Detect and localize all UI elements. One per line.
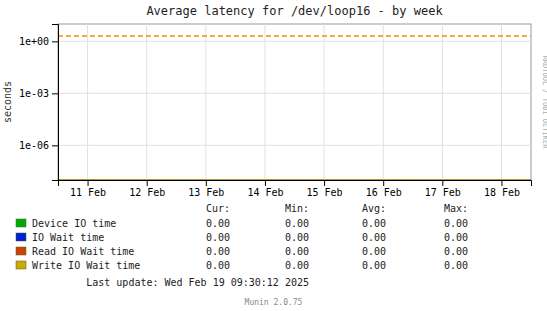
- legend-swatch: [16, 247, 26, 255]
- stat-value: 0.00: [444, 232, 468, 243]
- legend: Cur: Min: Avg: Max: Device IO time 0.00 0.00 0.…: [16, 203, 468, 271]
- grid-line-x: [501, 24, 502, 180]
- x-tick: 12 Feb: [129, 180, 165, 198]
- marks: [58, 36, 531, 180]
- grid-line-x: [324, 24, 325, 180]
- stat-header: Avg:: [362, 203, 386, 214]
- reference-line: [58, 35, 531, 37]
- legend-label: IO Wait time: [32, 232, 104, 243]
- stat-value: 0.00: [206, 246, 230, 257]
- grid-line-y: [58, 41, 531, 42]
- grid-line-y: [58, 145, 531, 146]
- x-tick: 11 Feb: [70, 180, 106, 198]
- x-tick-label: 13 Feb: [188, 187, 224, 198]
- grid-line-x: [205, 24, 206, 180]
- grid-line-x: [442, 24, 443, 180]
- legend-swatch: [16, 261, 26, 269]
- legend-label: Device IO time: [32, 218, 116, 229]
- stat-value: 0.00: [444, 218, 468, 229]
- x-axis-line: [59, 181, 532, 187]
- x-tick-label: 14 Feb: [247, 187, 283, 198]
- x-tick: 16 Feb: [366, 180, 402, 198]
- x-tick-label: 16 Feb: [366, 187, 402, 198]
- y-tick-mark: [52, 145, 58, 146]
- x-tick-mark: [442, 180, 443, 186]
- x-tick-label: 18 Feb: [484, 187, 520, 198]
- x-tick-label: 12 Feb: [129, 187, 165, 198]
- grid-line-y: [58, 93, 531, 94]
- legend-label: Write IO Wait time: [32, 260, 140, 271]
- x-tick-mark: [88, 180, 89, 186]
- stat-value: 0.00: [444, 246, 468, 257]
- stat-header: Cur:: [206, 203, 230, 214]
- stat-header: Max:: [444, 203, 468, 214]
- grid: [58, 24, 531, 180]
- x-tick-mark: [147, 180, 148, 186]
- stat-value: 0.00: [362, 218, 386, 229]
- x-tick-label: 17 Feb: [425, 187, 461, 198]
- stat-header: Min:: [285, 203, 309, 214]
- stat-value: 0.00: [362, 246, 386, 257]
- x-tick: 17 Feb: [425, 180, 461, 198]
- stat-value: 0.00: [285, 246, 309, 257]
- y-tick-label: 1e-03: [19, 88, 49, 99]
- stat-value: 0.00: [285, 260, 309, 271]
- y-tick: 1e+00: [19, 36, 58, 47]
- y-tick-label: 1e+00: [19, 36, 49, 47]
- y-tick-label: 1e-06: [19, 140, 49, 151]
- x-tick-mark: [265, 180, 266, 186]
- x-tick-mark: [206, 180, 207, 186]
- stat-value: 0.00: [285, 218, 309, 229]
- y-tick-mark: [52, 93, 58, 94]
- title: Average latency for /dev/loop16 - by wee…: [146, 4, 443, 18]
- x-tick-label: 15 Feb: [307, 187, 343, 198]
- y-tick-mark: [52, 41, 58, 42]
- x-tick-mark: [324, 180, 325, 186]
- annotation: Last update: Wed Feb 19 09:30:12 2025: [86, 277, 309, 288]
- grid-line-x: [146, 24, 147, 180]
- annotation: RRDTOOL / TOBI OETIKER: [541, 56, 547, 150]
- stat-value: 0.00: [206, 260, 230, 271]
- plot-frame: [58, 24, 531, 180]
- y-label: seconds: [2, 81, 13, 123]
- legend-swatch: [16, 219, 26, 227]
- grid-line-x: [264, 24, 265, 180]
- annotation: Munin 2.0.75: [245, 298, 303, 307]
- x-tick: 15 Feb: [307, 180, 343, 198]
- grid-line-x: [383, 24, 384, 180]
- plot: 1e-061e-031e+0011 Feb12 Feb13 Feb14 Feb1…: [19, 24, 532, 198]
- stat-value: 0.00: [206, 218, 230, 229]
- x-tick-mark: [383, 180, 384, 186]
- y-tick: 1e-06: [19, 140, 58, 151]
- y-axis: 1e-06 1e-03 1e+00: [19, 25, 59, 181]
- stat-value: 0.00: [444, 260, 468, 271]
- y-tick: 1e-03: [19, 88, 58, 99]
- legend-swatch: [16, 233, 26, 241]
- stat-value: 0.00: [206, 232, 230, 243]
- grid-line-x: [87, 24, 88, 180]
- y-axis-line: [52, 25, 59, 181]
- x-tick-mark: [501, 180, 502, 186]
- x-tick: 14 Feb: [247, 180, 283, 198]
- stat-value: 0.00: [362, 260, 386, 271]
- legend-label: Read IO Wait time: [32, 246, 134, 257]
- chart: 1e-061e-031e+0011 Feb12 Feb13 Feb14 Feb1…: [0, 0, 547, 311]
- stat-value: 0.00: [285, 232, 309, 243]
- x-tick-label: 11 Feb: [70, 187, 106, 198]
- x-tick: 18 Feb: [484, 180, 520, 198]
- x-tick: 13 Feb: [188, 180, 224, 198]
- x-axis: 11 Feb 12 Feb 13 Feb 14 Feb 15 Feb 16 Feb 17 F…: [59, 180, 532, 198]
- stat-value: 0.00: [362, 232, 386, 243]
